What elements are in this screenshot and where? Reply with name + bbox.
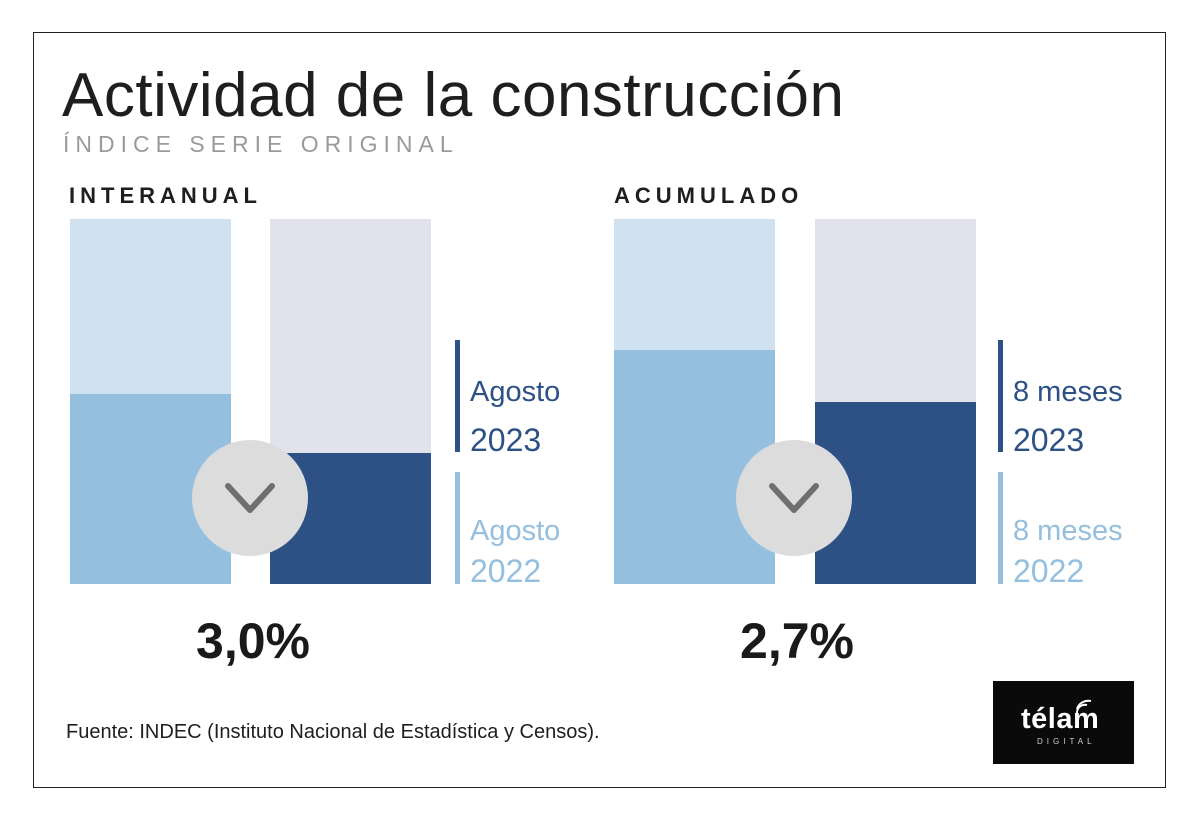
decrease-badge-acumulado: [736, 440, 852, 556]
legend-label-2023-period: Agosto: [470, 376, 561, 408]
logo-wordmark: télam: [1021, 703, 1100, 735]
source-note: Fuente: INDEC (Instituto Nacional de Est…: [66, 721, 600, 743]
legend-marker-2023: [455, 340, 460, 452]
decrease-badge-interanual: [192, 440, 308, 556]
chevron-down-icon: [225, 483, 275, 513]
legend-label-2023-year: 2023: [470, 422, 542, 458]
change-value-acumulado: 2,7%: [740, 613, 854, 669]
legend-marker-2023: [998, 340, 1003, 452]
panel-title-acumulado: ACUMULADO: [614, 183, 804, 208]
chart-subtitle: ÍNDICE SERIE ORIGINAL: [63, 131, 459, 157]
legend-label-2022-period: 8 meses: [1013, 515, 1123, 547]
change-value-interanual: 3,0%: [196, 613, 310, 669]
logo-subtitle: DIGITAL: [1037, 737, 1096, 746]
legend-label-2022-period: Agosto: [470, 515, 561, 547]
bar-track-interanual-2023: [270, 219, 431, 584]
legend-label-2023-year: 2023: [1013, 422, 1085, 458]
signal-waves-icon: [1076, 699, 1092, 714]
chart-title: Actividad de la construcción: [62, 61, 845, 130]
legend-label-2023-period: 8 meses: [1013, 376, 1123, 408]
legend-marker-2022: [455, 472, 460, 584]
telam-logo: télam DIGITAL: [993, 681, 1134, 764]
infographic-frame: [33, 32, 1166, 788]
chevron-down-icon: [769, 483, 819, 513]
legend-label-2022-year: 2022: [470, 553, 542, 589]
legend-marker-2022: [998, 472, 1003, 584]
legend-label-2022-year: 2022: [1013, 553, 1085, 589]
panel-title-interanual: INTERANUAL: [69, 183, 262, 208]
